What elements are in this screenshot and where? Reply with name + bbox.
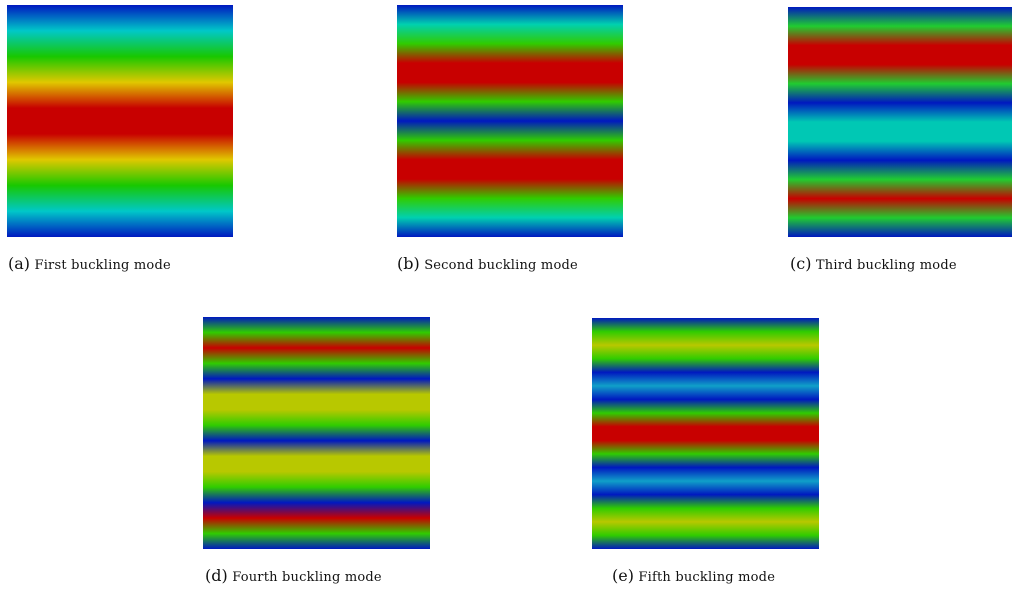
panel-caption-text-b: Second buckling mode bbox=[424, 258, 578, 273]
panel-caption-a: (a) First buckling mode bbox=[8, 255, 171, 275]
panel-tag-e: (e) bbox=[612, 566, 634, 585]
mode-shape-plot-c bbox=[788, 7, 1012, 237]
panel-tag-d: (d) bbox=[205, 566, 228, 585]
panel-tag-c: (c) bbox=[790, 254, 812, 273]
panel-caption-text-e: Fifth buckling mode bbox=[638, 570, 776, 585]
panel-caption-text-a: First buckling mode bbox=[34, 258, 171, 273]
mode-shape-plot-d bbox=[203, 317, 430, 549]
mode-shape-plot-e bbox=[592, 318, 819, 549]
panel-caption-e: (e) Fifth buckling mode bbox=[612, 567, 775, 587]
panel-caption-c: (c) Third buckling mode bbox=[790, 255, 957, 275]
panel-caption-text-d: Fourth buckling mode bbox=[232, 570, 382, 585]
panel-tag-a: (a) bbox=[8, 254, 31, 273]
panel-caption-d: (d) Fourth buckling mode bbox=[205, 567, 382, 587]
panel-tag-b: (b) bbox=[397, 254, 420, 273]
mode-shape-plot-a bbox=[7, 5, 233, 237]
mode-shape-plot-b bbox=[397, 5, 623, 237]
panel-caption-text-c: Third buckling mode bbox=[815, 258, 957, 273]
panel-caption-b: (b) Second buckling mode bbox=[397, 255, 578, 275]
